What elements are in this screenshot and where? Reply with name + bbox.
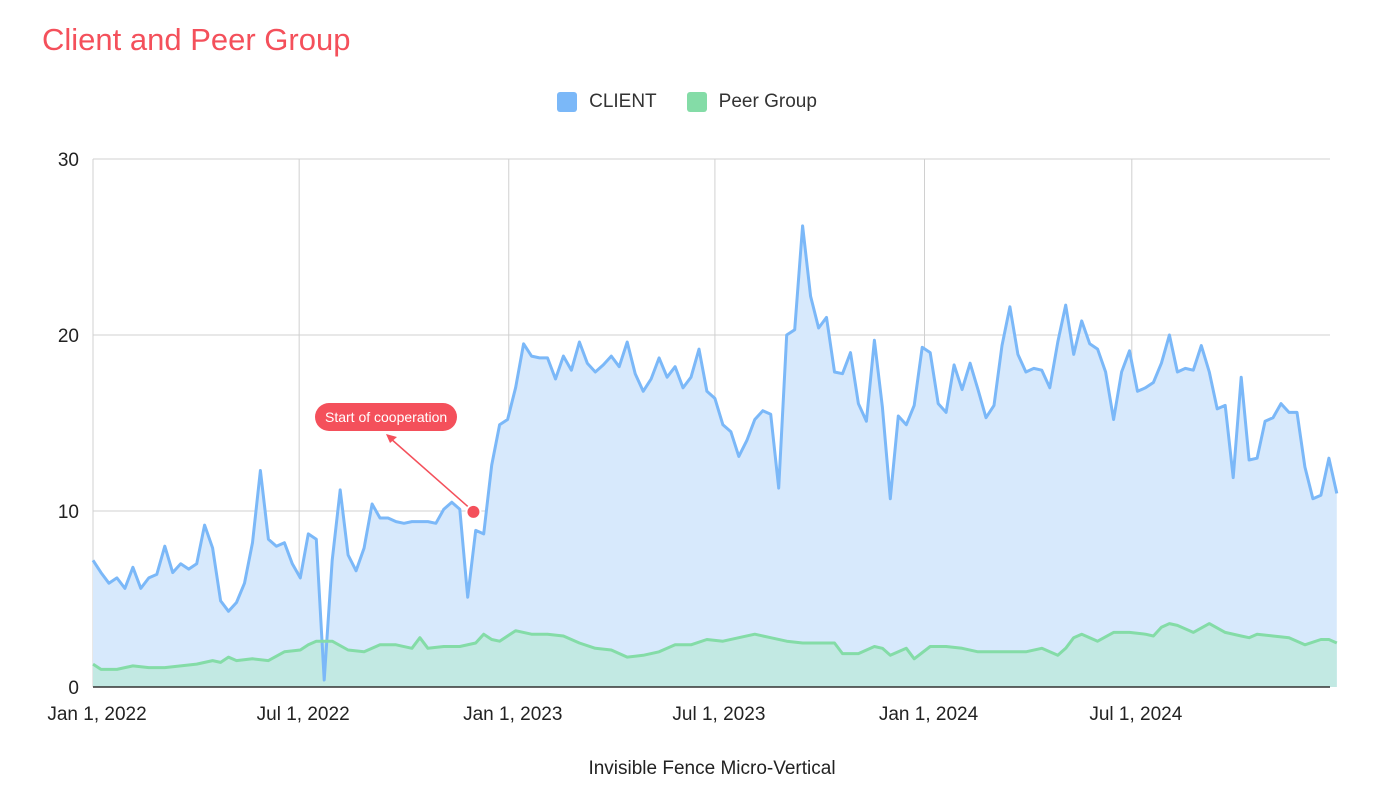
series-line-client [91,224,1339,682]
series-area-client [93,225,1337,687]
y-tick-label-30: 30 [58,150,79,171]
legend-item-client[interactable]: CLIENT [557,91,657,113]
x-tick-label-5: Jul 1, 2024 [1089,704,1182,725]
x-tick-label-0: Jan 1, 2022 [47,704,146,725]
chart-title: Client and Peer Group [42,22,351,57]
x-tick-label-1: Jul 1, 2022 [257,704,350,725]
annotation-layer [386,434,482,520]
y-tick-label-20: 20 [58,326,79,347]
legend-swatch-client [557,92,578,112]
legend-label-peer-group: Peer Group [718,91,817,112]
annotation-arrow [389,437,470,509]
series-areas [93,225,1337,687]
legend-swatch-peer-group [686,92,707,112]
chart-legend: CLIENT Peer Group [0,91,1374,113]
annotation-start-of-cooperation: Start of cooperation [315,403,458,431]
annotation-marker [465,503,482,520]
series-lines [91,224,1339,682]
legend-label-client: CLIENT [589,91,657,112]
axes: 0 10 20 30 Jan 1, 2022 Jul 1, 2022 Jan 1, 2023… [47,150,1330,725]
legend-item-peer-group[interactable]: Peer Group [686,91,817,113]
y-tick-label-0: 0 [68,678,79,699]
y-tick-label-10: 10 [58,502,79,523]
series-area-peer-group [93,623,1337,687]
x-tick-label-3: Jul 1, 2023 [672,704,765,725]
x-tick-label-4: Jan 1, 2024 [879,704,979,725]
annotation-arrowhead [386,434,397,443]
series-line-peer-group [92,622,1338,671]
x-tick-label-2: Jan 1, 2023 [463,704,562,725]
x-axis-label: Invisible Fence Micro-Vertical [588,758,836,779]
